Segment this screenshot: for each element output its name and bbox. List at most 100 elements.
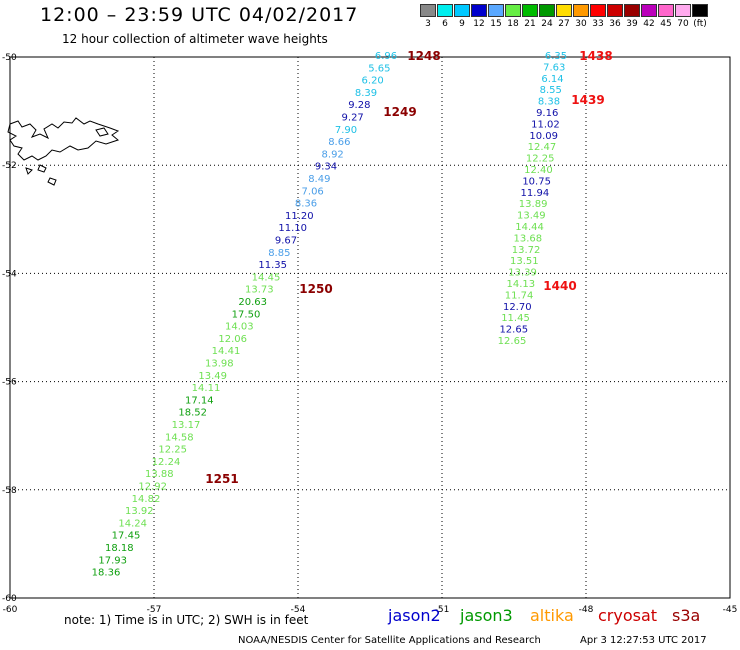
legend-swatch xyxy=(488,4,504,17)
wave-height-color-legend: 3 6 9 12 15 18 21 24 27 30 33 36 39 42 45 70 (ft) xyxy=(420,4,709,31)
legend-label: 36 xyxy=(609,19,621,29)
legend-label: 27 xyxy=(558,19,570,29)
wave-height-value: 7.90 xyxy=(335,125,357,136)
legend-label: 39 xyxy=(626,19,638,29)
wave-height-value: 8.49 xyxy=(308,174,330,185)
wave-height-value: 12.92 xyxy=(138,482,167,493)
wave-height-value: 14.03 xyxy=(225,322,254,333)
wave-height-value: 13.89 xyxy=(519,199,548,210)
legend-label: 15 xyxy=(490,19,502,29)
wave-height-value: 8.85 xyxy=(268,248,290,259)
legend-swatch xyxy=(539,4,555,17)
data-source: NOAA/NESDIS Center for Satellite Applica… xyxy=(238,635,541,646)
legend-label: 45 xyxy=(660,19,672,29)
island-detail xyxy=(37,164,47,173)
satellite-jason3: jason3 xyxy=(460,606,513,625)
longitude-tick-label: -54 xyxy=(291,605,306,615)
legend-label: 24 xyxy=(541,19,553,29)
wave-height-value: 8.92 xyxy=(322,149,344,160)
wave-height-value: 12.47 xyxy=(528,142,557,153)
legend-label: 6 xyxy=(442,19,448,29)
wave-height-value: 11.10 xyxy=(278,223,307,234)
wave-height-value: 17.14 xyxy=(185,395,214,406)
pass-time-label: 1439 xyxy=(571,93,604,107)
wave-height-value: 12.70 xyxy=(503,302,532,313)
legend-label: 33 xyxy=(592,19,604,29)
legend-swatch xyxy=(658,4,674,17)
legend-label: 42 xyxy=(643,19,655,29)
wave-height-value: 12.25 xyxy=(526,154,555,165)
satellite-altika: altika xyxy=(530,606,574,625)
wave-height-value: 11.20 xyxy=(285,211,314,222)
wave-height-value: 12.25 xyxy=(158,445,187,456)
latitude-tick-label: -50 xyxy=(2,53,17,63)
legend-swatch xyxy=(590,4,606,17)
wave-height-value: 14.82 xyxy=(132,494,161,505)
pass-time-label: 1251 xyxy=(205,472,238,486)
legend-labels: 3 6 9 12 15 18 21 24 27 30 33 36 39 42 45 70 (ft) xyxy=(420,17,709,31)
wave-height-value: 18.36 xyxy=(92,568,121,579)
legend-swatch xyxy=(692,4,708,17)
wave-height-value: 6.14 xyxy=(541,74,563,85)
chart-subtitle: 12 hour collection of altimeter wave hei… xyxy=(62,32,328,46)
wave-height-value: 12.40 xyxy=(524,165,553,176)
wave-height-value: 6.96 xyxy=(375,51,397,62)
wave-height-value: 13.73 xyxy=(245,285,274,296)
legend-swatch xyxy=(454,4,470,17)
legend-swatch xyxy=(641,4,657,17)
wave-height-value: 9.34 xyxy=(315,162,337,173)
wave-height-value: 8.38 xyxy=(538,97,560,108)
legend-label: 9 xyxy=(459,19,465,29)
footer-note: note: 1) Time is in UTC; 2) SWH is in fe… xyxy=(64,613,309,627)
pass-time-label: 1249 xyxy=(383,105,416,119)
satellite-cryosat: cryosat xyxy=(598,606,658,625)
wave-height-value: 10.09 xyxy=(529,131,558,142)
wave-height-value: 11.94 xyxy=(521,188,550,199)
legend-label: 3 xyxy=(425,19,431,29)
pass-time-label: 1248 xyxy=(407,49,440,63)
wave-height-value: 14.45 xyxy=(252,272,281,283)
legend-label: 18 xyxy=(507,19,519,29)
legend-swatch xyxy=(437,4,453,17)
wave-height-value: 9.67 xyxy=(275,236,297,247)
wave-height-value: 14.44 xyxy=(515,222,544,233)
wave-height-value: 18.52 xyxy=(178,408,207,419)
wave-height-value: 13.92 xyxy=(125,506,154,517)
wave-height-value: 13.88 xyxy=(145,469,174,480)
pass-time-label: 1250 xyxy=(299,282,332,296)
wave-height-value: 12.65 xyxy=(498,336,527,347)
latitude-tick-label: -56 xyxy=(2,378,17,388)
falkland-islands-shape xyxy=(7,117,120,161)
legend-label: 21 xyxy=(524,19,536,29)
pass-time-label: 1438 xyxy=(579,49,612,63)
legend-swatch xyxy=(607,4,623,17)
wave-height-value: 13.49 xyxy=(517,211,546,222)
pass-time-label: 1440 xyxy=(543,279,576,293)
latitude-tick-label: -52 xyxy=(2,161,17,171)
wave-height-value: 11.45 xyxy=(501,313,530,324)
wave-height-value: 11.74 xyxy=(505,290,534,301)
wave-height-value: 11.35 xyxy=(258,260,287,271)
pass-time-labels: 1248 1249 1250 1251 1438 1439 1440 xyxy=(205,49,612,486)
wave-height-value: 17.93 xyxy=(98,555,127,566)
wave-height-value: 18.18 xyxy=(105,543,134,554)
legend-label: (ft) xyxy=(693,19,707,29)
wave-height-value: 8.39 xyxy=(355,88,377,99)
island-detail xyxy=(47,177,57,186)
wave-height-value: 12.06 xyxy=(218,334,247,345)
wave-height-value: 6.35 xyxy=(545,51,567,62)
wave-height-value: 14.58 xyxy=(165,432,194,443)
legend-label: 70 xyxy=(677,19,689,29)
wave-height-value: 13.72 xyxy=(512,245,541,256)
wave-height-value: 13.68 xyxy=(514,233,543,244)
wave-height-value: 14.41 xyxy=(212,346,241,357)
wave-height-value: 20.63 xyxy=(238,297,267,308)
legend-swatch xyxy=(471,4,487,17)
wave-height-value: 10.75 xyxy=(522,176,551,187)
map-grid: -60 -57 -54 -51 -48 -45 -50 -52 -54 -56 -58 -60 xyxy=(2,53,737,615)
wave-height-value: 13.51 xyxy=(510,256,539,267)
falkland-islands-coastline xyxy=(7,117,120,186)
wave-height-value: 7.63 xyxy=(543,62,565,73)
legend-swatch xyxy=(556,4,572,17)
